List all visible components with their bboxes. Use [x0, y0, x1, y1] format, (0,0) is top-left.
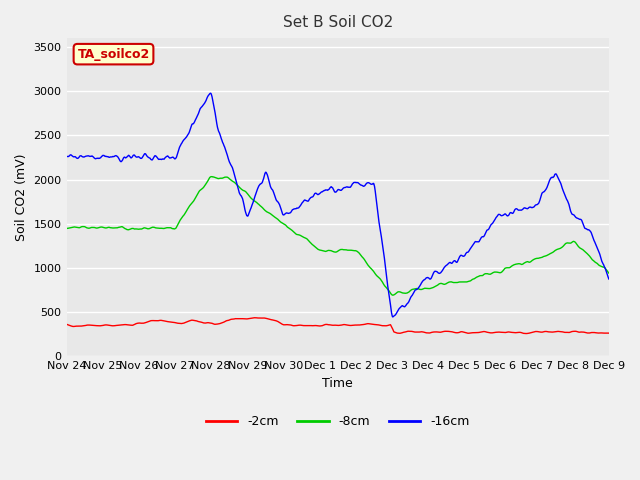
X-axis label: Time: Time: [323, 377, 353, 390]
Text: TA_soilco2: TA_soilco2: [77, 48, 150, 60]
Title: Set B Soil CO2: Set B Soil CO2: [283, 15, 393, 30]
Y-axis label: Soil CO2 (mV): Soil CO2 (mV): [15, 154, 28, 241]
Legend: -2cm, -8cm, -16cm: -2cm, -8cm, -16cm: [201, 410, 475, 433]
